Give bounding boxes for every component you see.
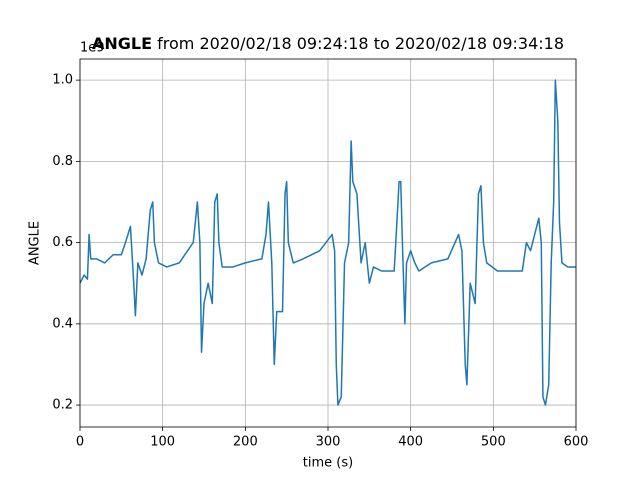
- offset-text: 1e9: [80, 41, 105, 56]
- y-tick-label: 0.6: [52, 235, 73, 250]
- y-tick-label: 0.2: [52, 398, 73, 413]
- x-tick-label: 300: [316, 435, 341, 450]
- y-tick-label: 0.8: [52, 154, 73, 169]
- data-line: [79, 79, 576, 406]
- title-rest: from 2020/02/18 09:24:18 to 2020/02/18 0…: [152, 34, 564, 53]
- x-axis-label: time (s): [303, 456, 353, 471]
- title-bold: ANGLE: [92, 34, 152, 53]
- chart-title: ANGLE from 2020/02/18 09:24:18 to 2020/0…: [92, 34, 564, 53]
- x-tick-label: 0: [76, 435, 84, 450]
- x-tick-label: 100: [150, 435, 175, 450]
- x-tick-label: 200: [233, 435, 258, 450]
- y-axis-label: ANGLE: [28, 221, 43, 265]
- y-tick-label: 1.0: [52, 73, 73, 88]
- plot-frame: [79, 58, 577, 428]
- x-tick-label: 600: [564, 435, 589, 450]
- y-tick-label: 0.4: [52, 316, 73, 331]
- x-tick-label: 400: [398, 435, 423, 450]
- x-tick-label: 500: [481, 435, 506, 450]
